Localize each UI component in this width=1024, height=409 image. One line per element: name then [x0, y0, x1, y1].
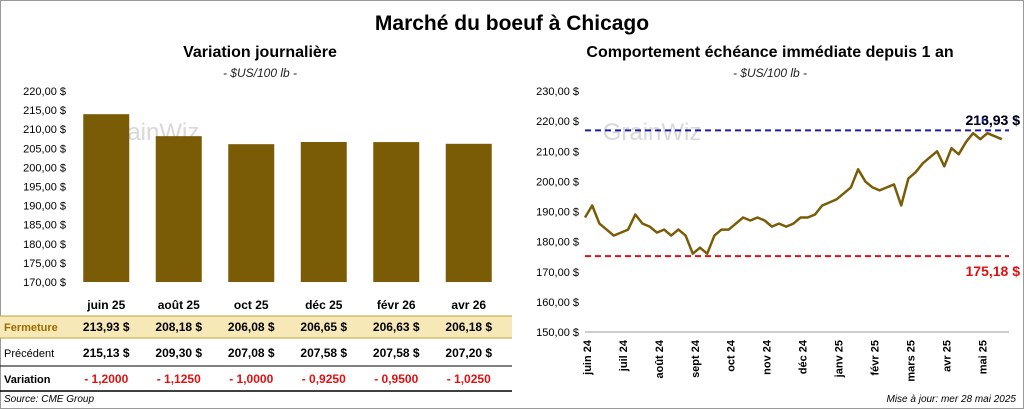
table-cell: 207,08 $	[228, 346, 275, 360]
y-tick-label: 190,00 $	[536, 207, 579, 219]
table-cell: 215,13 $	[83, 346, 130, 360]
y-tick-label: 180,00 $	[536, 237, 579, 249]
x-tick-label: oct 25	[234, 298, 269, 312]
x-tick-label: févr 25	[869, 340, 881, 375]
watermark: GrainWiz	[603, 119, 702, 146]
y-tick-label: 185,00 $	[23, 220, 66, 232]
bar	[228, 144, 275, 282]
bar	[373, 142, 420, 282]
x-tick-label: juin 24	[582, 339, 594, 376]
left-chart-unit: - $US/100 lb -	[222, 66, 298, 80]
table-cell: 207,58 $	[373, 346, 420, 360]
left-chart-title: Variation journalière	[183, 44, 337, 61]
table-cell: - 0,9250	[302, 372, 346, 386]
table-cell: - 1,1250	[157, 372, 201, 386]
y-tick-label: 175,00 $	[23, 258, 66, 270]
x-tick-label: oct 24	[726, 339, 738, 372]
x-tick-label: sept 24	[690, 339, 702, 378]
min-label: 175,18 $	[966, 263, 1021, 279]
table-cell: 209,30 $	[155, 346, 202, 360]
x-tick-label: déc 25	[305, 298, 343, 312]
y-tick-label: 150,00 $	[536, 327, 579, 339]
y-tick-label: 195,00 $	[23, 182, 66, 194]
main-title: Marché du boeuf à Chicago	[374, 12, 650, 35]
x-tick-label: juin 25	[86, 298, 125, 312]
table-cell: - 1,0250	[447, 372, 491, 386]
y-tick-label: 200,00 $	[536, 176, 579, 188]
series-line	[583, 131, 1003, 255]
y-tick-label: 170,00 $	[536, 267, 579, 279]
bar	[155, 136, 202, 282]
y-tick-label: 215,00 $	[23, 105, 66, 117]
x-tick-label: déc 24	[798, 339, 810, 374]
table-cell: - 0,9500	[374, 372, 418, 386]
table-cell: 206,63 $	[373, 320, 420, 334]
table-cell: 208,18 $	[155, 320, 202, 334]
table-row-label: Précédent	[4, 348, 54, 360]
y-tick-label: 210,00 $	[536, 146, 579, 158]
x-tick-label: août 25	[158, 298, 200, 312]
y-tick-label: 170,00 $	[23, 277, 66, 289]
bar	[300, 141, 347, 282]
y-tick-label: 160,00 $	[536, 297, 579, 309]
x-tick-label: avr 26	[451, 298, 486, 312]
fermeture-row-bg	[0, 316, 512, 338]
x-tick-label: juil 24	[618, 339, 630, 372]
table-cell: - 1,2000	[84, 372, 128, 386]
table-row-label: Fermeture	[4, 322, 58, 334]
x-tick-label: janv 25	[834, 340, 846, 378]
bar	[83, 114, 130, 282]
y-tick-label: 190,00 $	[23, 201, 66, 213]
right-line-chart: GrainWiz 230,00 $ 220,00 $ 210,00 $ 200,00 $…	[536, 86, 1021, 382]
y-tick-label: 180,00 $	[23, 239, 66, 251]
update-note: Mise à jour: mer 28 mai 2025	[886, 394, 1016, 405]
table-cell: 213,93 $	[83, 320, 130, 334]
x-tick-label: avr 25	[941, 340, 953, 372]
bar	[445, 143, 492, 282]
right-chart-title: Comportement échéance immédiate depuis 1…	[586, 44, 954, 61]
x-tick-label: févr 26	[377, 298, 416, 312]
x-tick-label: août 24	[654, 339, 666, 378]
current-label: 213,93 $	[966, 112, 1021, 128]
table-cell: 207,58 $	[300, 346, 347, 360]
table-cell: 206,08 $	[228, 320, 275, 334]
max-label: 216,93 $	[966, 112, 1021, 128]
x-tick-label: mars 25	[905, 340, 917, 382]
right-chart-unit: - $US/100 lb -	[732, 66, 808, 80]
y-tick-label: 230,00 $	[536, 86, 579, 98]
y-tick-label: 205,00 $	[23, 143, 66, 155]
y-tick-label: 200,00 $	[23, 162, 66, 174]
x-tick-label: nov 24	[762, 339, 774, 375]
source-note: Source: CME Group	[4, 394, 95, 405]
table-cell: - 1,0000	[229, 372, 273, 386]
table-row-label: Variation	[4, 374, 51, 386]
y-tick-label: 220,00 $	[23, 86, 66, 98]
table-cell: 207,20 $	[445, 346, 492, 360]
table-cell: 206,65 $	[300, 320, 347, 334]
x-tick-label: mai 25	[977, 340, 989, 374]
table-cell: 206,18 $	[445, 320, 492, 334]
y-tick-label: 210,00 $	[23, 124, 66, 136]
y-tick-label: 220,00 $	[536, 116, 579, 128]
